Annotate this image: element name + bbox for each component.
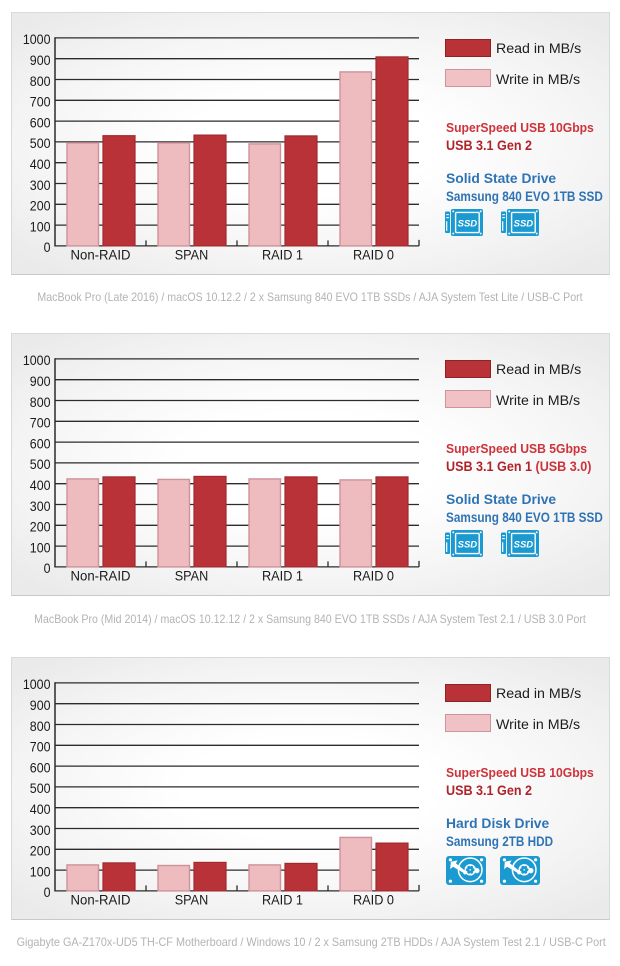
svg-text:1000: 1000 xyxy=(23,31,51,47)
svg-text:400: 400 xyxy=(30,477,51,493)
svg-text:800: 800 xyxy=(30,394,51,410)
svg-text:Non-RAID: Non-RAID xyxy=(71,248,131,263)
svg-text:RAID 1: RAID 1 xyxy=(262,893,303,908)
svg-text:0: 0 xyxy=(44,884,51,900)
svg-text:900: 900 xyxy=(30,373,51,389)
svg-text:0: 0 xyxy=(44,239,51,255)
svg-text:400: 400 xyxy=(30,801,51,817)
svg-text:900: 900 xyxy=(30,697,51,713)
svg-text:1000: 1000 xyxy=(23,676,51,692)
svg-text:RAID 0: RAID 0 xyxy=(353,893,394,908)
svg-text:RAID 0: RAID 0 xyxy=(353,248,394,263)
svg-text:RAID 0: RAID 0 xyxy=(353,569,394,584)
svg-text:300: 300 xyxy=(30,822,51,838)
svg-text:Non-RAID: Non-RAID xyxy=(71,893,131,908)
svg-text:1000: 1000 xyxy=(23,352,51,368)
svg-text:600: 600 xyxy=(30,759,51,775)
svg-text:800: 800 xyxy=(30,73,51,89)
svg-text:500: 500 xyxy=(30,135,51,151)
svg-text:100: 100 xyxy=(30,539,51,555)
svg-text:SSD: SSD xyxy=(457,218,477,229)
svg-text:200: 200 xyxy=(30,519,51,535)
svg-text:900: 900 xyxy=(30,52,51,68)
svg-text:700: 700 xyxy=(30,94,51,110)
svg-text:300: 300 xyxy=(30,498,51,514)
svg-text:200: 200 xyxy=(30,843,51,859)
svg-text:700: 700 xyxy=(30,415,51,431)
svg-text:600: 600 xyxy=(30,435,51,451)
svg-text:RAID 1: RAID 1 xyxy=(262,248,303,263)
svg-text:500: 500 xyxy=(30,456,51,472)
svg-text:200: 200 xyxy=(30,198,51,214)
svg-text:500: 500 xyxy=(30,780,51,796)
svg-text:SPAN: SPAN xyxy=(175,893,209,908)
svg-text:100: 100 xyxy=(30,218,51,234)
svg-text:600: 600 xyxy=(30,114,51,130)
svg-text:SSD: SSD xyxy=(513,539,533,550)
svg-text:0: 0 xyxy=(44,560,51,576)
svg-text:SPAN: SPAN xyxy=(175,248,209,263)
svg-text:SSD: SSD xyxy=(457,539,477,550)
svg-text:100: 100 xyxy=(30,863,51,879)
svg-text:SPAN: SPAN xyxy=(175,569,209,584)
svg-text:800: 800 xyxy=(30,718,51,734)
svg-text:RAID 1: RAID 1 xyxy=(262,569,303,584)
svg-text:Non-RAID: Non-RAID xyxy=(71,569,131,584)
svg-text:400: 400 xyxy=(30,156,51,172)
svg-text:700: 700 xyxy=(30,739,51,755)
svg-text:300: 300 xyxy=(30,177,51,193)
svg-text:SSD: SSD xyxy=(513,218,533,229)
